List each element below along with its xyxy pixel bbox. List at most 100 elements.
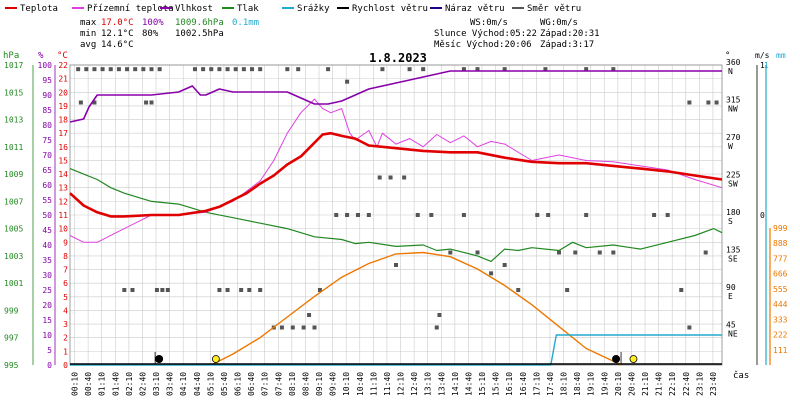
hpa-tick-label: 1013 [4,116,23,125]
wind-dir-point [285,67,290,72]
dir-tick-label: N [728,67,733,76]
wind-dir-point [714,100,719,105]
time-tick-label: 18:40 [573,372,582,396]
wind-dir-point [157,67,162,72]
wind-dir-point [535,213,540,217]
time-tick-label: 14:40 [464,372,473,396]
time-tick-label: 01:40 [111,372,120,396]
stats-block: max 17.0°C 100% 1009.6hPa 0.1mm min 12.1… [80,18,259,50]
wind-dir-point [652,213,657,217]
wind-dir-point [448,250,453,255]
stats-min-hum: 80% [142,29,159,39]
hpa-tick-label: 1005 [4,225,23,234]
chart-title: 1.8.2023 [369,51,427,65]
time-tick-label: 21:10 [641,372,650,396]
degc-tick-label: 19 [58,102,68,111]
deg-tick-label: 360 [726,58,741,67]
wind-dir-point [584,67,589,72]
wind-gust-info: WG:0m/s [540,18,578,28]
time-tick-label: 19:10 [587,372,596,396]
hpa-tick-label: 1007 [4,197,23,206]
wind-dir-point [125,67,130,72]
time-tick-label: 23:40 [709,372,718,396]
time-tick-label: 08:40 [301,372,310,396]
deg-tick-label: 225 [726,171,741,180]
wind-dir-point [92,100,97,105]
pct-tick-label: 70 [42,151,52,160]
sunrise-marker [211,355,220,363]
wind-dir-point [312,325,317,330]
time-tick-label: 00:10 [71,372,80,396]
degc-tick-label: 11 [58,211,68,220]
degc-tick-label: 9 [63,238,68,247]
degc-tick-label: 3 [63,320,68,329]
degc-tick-label: 18 [58,116,68,125]
pct-tick-label: 10 [42,331,52,340]
moonrise-marker [612,355,621,363]
pct-tick-label: 50 [42,211,52,220]
wind-dir-point [133,67,138,72]
wind-dir-point [679,288,684,292]
pct-tick-label: 100 [38,61,53,70]
ms-tick-label: 1 [760,61,765,70]
dir-tick-label: W [728,142,733,151]
deg-tick-label: 270 [726,133,741,142]
wind-dir-point [165,288,170,292]
time-tick-label: 20:40 [627,372,636,396]
degc-tick-label: 15 [58,156,68,165]
deg-tick-label: 180 [726,208,741,217]
stats-max-label: max [80,18,97,28]
wind-dir-point [687,100,692,105]
wind-dir-point [108,67,113,72]
wind-dir-point [160,288,165,292]
time-tick-label: 05:10 [206,372,215,396]
wind-dir-point [543,67,548,72]
wind-dir-point [421,67,426,72]
hpa-tick-label: 1009 [4,170,23,179]
time-tick-label: 11:10 [369,372,378,396]
degc-unit-label: °C [57,51,68,61]
wind-dir-point [76,67,81,72]
wind-dir-point [233,67,238,72]
x-axis: 00:10 00:40 01:10 01:40 02:10 02:40 03:10 03:40… [71,372,718,396]
time-tick-label: 03:10 [152,372,161,396]
radiation-tick-label: 666 [773,270,788,279]
wind-dir-point [502,263,507,267]
wind-dir-point [565,288,570,292]
deg-tick-label: 135 [726,246,741,255]
degc-tick-label: 0 [63,361,68,370]
stats-avg-label: avg [80,40,96,50]
wind-dir-point [326,67,331,72]
left-axes: 1017101510131011100910071005100310019999… [4,61,68,370]
dir-tick-label: NE [728,330,738,339]
time-tick-label: 09:40 [329,372,338,396]
dir-tick-label: NW [728,105,738,114]
time-tick-label: 07:10 [261,372,270,396]
sunset-marker [629,355,638,363]
wind-dir-point [141,67,146,72]
radiation-tick-label: 888 [773,239,788,248]
wind-dir-point [209,67,214,72]
wind-dir-point [557,250,561,255]
pressure-line [69,168,723,262]
wind-dir-point [334,213,339,217]
time-tick-label: 01:10 [98,372,107,396]
wind-dir-point [201,67,206,72]
wind-dir-point [307,313,312,317]
hpa-unit-label: hPa [3,51,19,61]
wind-dir-point [258,288,263,292]
time-tick-label: 13:40 [437,372,446,396]
degc-tick-label: 1 [63,347,68,356]
wind-dir-point [461,67,466,72]
time-tick-label: 21:40 [655,372,664,396]
radiation-line [210,251,622,366]
wind-dir-point [122,288,127,292]
pct-tick-label: 0 [47,361,52,370]
time-tick-label: 05:40 [220,372,229,396]
ground-temp-line [69,98,723,243]
time-tick-label: 10:10 [342,372,351,396]
wind-dir-point [225,67,230,72]
pct-tick-label: 65 [42,166,52,175]
pct-tick-label: 95 [42,76,52,85]
hpa-tick-label: 1003 [4,252,23,261]
